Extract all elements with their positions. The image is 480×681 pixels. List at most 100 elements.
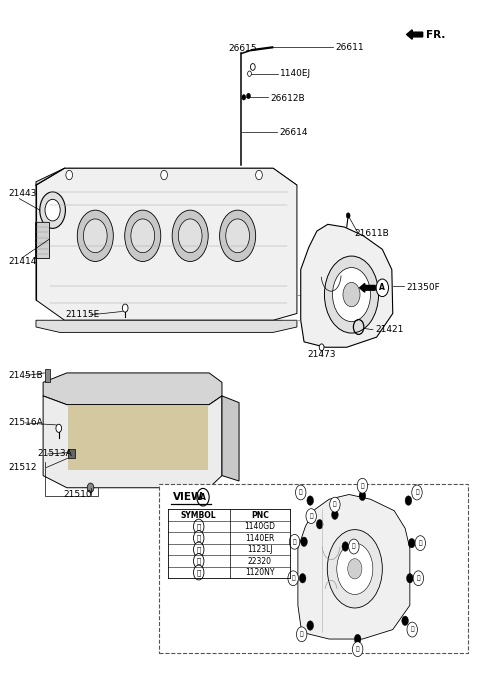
Circle shape xyxy=(226,219,250,253)
Circle shape xyxy=(415,536,425,550)
Polygon shape xyxy=(36,168,297,320)
Circle shape xyxy=(296,485,306,500)
Circle shape xyxy=(342,542,348,551)
Circle shape xyxy=(197,488,209,506)
Circle shape xyxy=(408,539,415,548)
Text: SYMBOL: SYMBOL xyxy=(181,511,216,520)
Text: FR.: FR. xyxy=(426,29,446,39)
Circle shape xyxy=(248,71,252,76)
Circle shape xyxy=(40,192,65,228)
Circle shape xyxy=(179,219,202,253)
Text: ⓐ: ⓐ xyxy=(360,483,364,488)
Text: ⓐ: ⓐ xyxy=(410,627,414,633)
Circle shape xyxy=(348,539,359,554)
Text: 26614: 26614 xyxy=(279,128,308,137)
Circle shape xyxy=(343,283,360,306)
Text: 26611: 26611 xyxy=(335,43,363,52)
Circle shape xyxy=(193,530,204,545)
Text: ⓒ: ⓒ xyxy=(197,546,201,553)
Text: ⓑ: ⓑ xyxy=(417,575,420,581)
Circle shape xyxy=(319,344,324,351)
Circle shape xyxy=(412,485,422,500)
Circle shape xyxy=(193,565,204,580)
Circle shape xyxy=(348,558,362,579)
Circle shape xyxy=(405,496,412,505)
FancyArrow shape xyxy=(407,30,423,39)
Circle shape xyxy=(376,279,388,297)
Text: ⓓ: ⓓ xyxy=(352,543,356,550)
Polygon shape xyxy=(45,369,50,382)
Text: ⓐ: ⓐ xyxy=(197,523,201,530)
Circle shape xyxy=(87,483,94,492)
Text: ⓑ: ⓑ xyxy=(197,535,201,541)
Circle shape xyxy=(359,491,366,501)
Text: 21513A: 21513A xyxy=(37,449,72,458)
Circle shape xyxy=(301,537,307,547)
Polygon shape xyxy=(43,373,222,405)
Circle shape xyxy=(219,210,256,262)
Circle shape xyxy=(352,642,363,656)
Circle shape xyxy=(288,571,299,586)
Circle shape xyxy=(251,63,255,70)
Polygon shape xyxy=(68,405,208,470)
Circle shape xyxy=(316,520,323,529)
Text: ⓔ: ⓔ xyxy=(419,540,422,546)
Text: 1140GD: 1140GD xyxy=(244,522,275,531)
Circle shape xyxy=(131,219,155,253)
Text: 22320: 22320 xyxy=(248,556,272,565)
Text: ⓔ: ⓔ xyxy=(197,569,201,576)
Text: 21350F: 21350F xyxy=(406,283,440,292)
Polygon shape xyxy=(36,168,297,195)
Circle shape xyxy=(307,496,313,505)
Circle shape xyxy=(337,543,373,595)
Text: ⓐ: ⓐ xyxy=(300,631,303,637)
Text: A: A xyxy=(200,492,206,502)
Text: ⓒ: ⓒ xyxy=(310,513,313,519)
Circle shape xyxy=(346,213,350,218)
Text: 21414: 21414 xyxy=(9,257,37,266)
Circle shape xyxy=(333,268,371,321)
Circle shape xyxy=(77,210,113,262)
Circle shape xyxy=(56,424,61,432)
Circle shape xyxy=(122,304,128,312)
Circle shape xyxy=(407,622,418,637)
Circle shape xyxy=(193,542,204,557)
Text: ⓐ: ⓐ xyxy=(299,490,302,495)
FancyArrow shape xyxy=(360,283,375,292)
Text: 21473: 21473 xyxy=(307,349,336,358)
Text: 21510: 21510 xyxy=(63,490,92,499)
Polygon shape xyxy=(35,221,49,258)
Text: 21512: 21512 xyxy=(9,463,37,472)
Text: ⓑ: ⓑ xyxy=(291,575,295,581)
Circle shape xyxy=(300,573,306,583)
Circle shape xyxy=(125,210,161,262)
Circle shape xyxy=(193,519,204,534)
Text: 1123LJ: 1123LJ xyxy=(247,545,273,554)
Text: 1140ER: 1140ER xyxy=(245,534,275,543)
Circle shape xyxy=(256,170,262,180)
Circle shape xyxy=(172,210,208,262)
Circle shape xyxy=(84,219,107,253)
Circle shape xyxy=(297,627,307,642)
Circle shape xyxy=(357,478,368,493)
Text: PNC: PNC xyxy=(251,511,269,520)
Circle shape xyxy=(332,510,338,520)
Circle shape xyxy=(402,616,408,626)
Text: 1140EJ: 1140EJ xyxy=(280,69,312,78)
Text: VIEW: VIEW xyxy=(173,492,203,502)
Circle shape xyxy=(306,509,316,524)
Text: 26615: 26615 xyxy=(228,44,257,52)
Circle shape xyxy=(354,634,361,644)
Circle shape xyxy=(307,621,313,631)
Text: 26612B: 26612B xyxy=(271,94,305,104)
Text: 21611B: 21611B xyxy=(355,229,390,238)
Circle shape xyxy=(330,497,340,512)
Text: ⓒ: ⓒ xyxy=(333,502,336,507)
Polygon shape xyxy=(298,494,410,639)
Circle shape xyxy=(193,554,204,569)
Circle shape xyxy=(45,200,60,221)
Circle shape xyxy=(413,571,424,586)
Polygon shape xyxy=(68,449,75,458)
Text: 21421: 21421 xyxy=(375,326,404,334)
Text: 21451B: 21451B xyxy=(9,371,43,380)
